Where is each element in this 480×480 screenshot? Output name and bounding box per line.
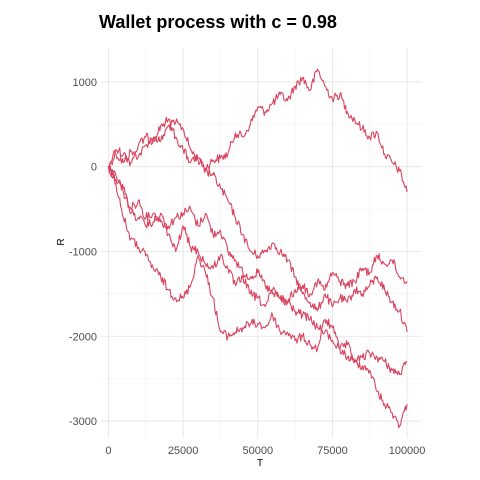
y-axis-label: R <box>56 238 67 245</box>
y-tick-labels: 1000 0 -1000 -2000 -3000 <box>69 77 97 428</box>
series-line-5 <box>107 165 408 308</box>
x-tick-label: 50000 <box>242 445 273 457</box>
y-tick-label: -3000 <box>69 416 97 428</box>
grid <box>101 48 422 438</box>
x-tick-labels: 0 25000 50000 75000 100000 <box>105 445 425 457</box>
y-tick-label: 1000 <box>73 77 97 89</box>
x-tick-label: 25000 <box>168 445 199 457</box>
y-tick-label: -2000 <box>69 331 97 343</box>
series-line-4 <box>107 166 408 429</box>
y-tick-label: 0 <box>91 162 97 174</box>
y-tick-label: -1000 <box>69 246 97 258</box>
x-axis-label: T <box>257 458 263 469</box>
x-tick-label: 75000 <box>317 445 348 457</box>
chart-title: Wallet process with c = 0.98 <box>99 12 337 32</box>
x-tick-label: 0 <box>105 445 111 457</box>
series-line-2 <box>108 116 408 333</box>
x-tick-label: 100000 <box>389 445 426 457</box>
series-group <box>107 68 408 429</box>
series-line-1 <box>108 68 408 193</box>
